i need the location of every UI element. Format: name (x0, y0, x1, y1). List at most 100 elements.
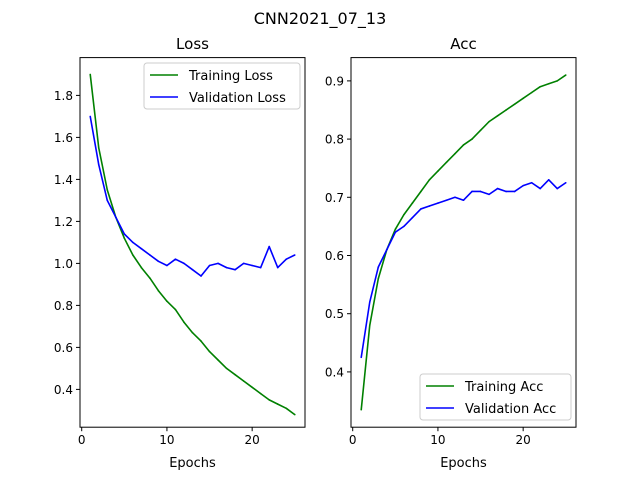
acc-line-training-point (411, 202, 414, 204)
acc-line-training-point (437, 170, 439, 172)
acc-line-validation-point (479, 190, 482, 193)
acc-line-training-point (479, 129, 482, 132)
loss-line-training-point (123, 237, 126, 239)
acc-line-training-point (564, 74, 567, 76)
acc-line-validation-point (496, 187, 499, 190)
loss-line-training-point (89, 73, 92, 76)
acc-plot-legend: Training Acc Validation Acc (419, 373, 572, 421)
acc-legend-label-validation: Validation Acc (465, 402, 556, 417)
loss-line-training-point (191, 331, 194, 334)
loss-ytick-label: 1.4 (54, 173, 73, 187)
loss-line-training-point (276, 403, 279, 405)
acc-line-training-point (547, 82, 550, 85)
acc-line-training-point (403, 213, 405, 216)
loss-line-training-point (225, 367, 228, 370)
acc-line-validation-point (539, 187, 542, 190)
acc-plot-xlabel: Epochs (440, 456, 487, 471)
loss-line-validation-point (114, 216, 117, 218)
acc-line-validation-point (454, 196, 456, 199)
loss-ytick-label: 1.6 (54, 131, 73, 145)
loss-line-validation-point (183, 262, 185, 265)
acc-line-training-point (522, 97, 524, 100)
loss-plot-marks (89, 73, 296, 416)
acc-ytick-label: 0.4 (325, 365, 344, 379)
loss-ytick-label: 0.6 (54, 341, 73, 355)
acc-line-validation-point (530, 181, 533, 184)
loss-line-validation-point (251, 264, 253, 267)
loss-line-training-point (183, 321, 185, 324)
loss-line-training-point (234, 373, 236, 376)
acc-line-validation-point (488, 193, 490, 196)
loss-line-training-point (208, 350, 211, 353)
loss-line-training-point (200, 340, 202, 342)
loss-line-training-point (157, 289, 160, 292)
acc-plot-ticks: 0 10 20 0.4 0.5 0.6 0.7 0.8 0.9 (325, 74, 531, 447)
loss-line-validation-point (293, 254, 296, 256)
loss-line-validation-point (268, 245, 271, 248)
loss-ytick-label: 1.8 (54, 89, 73, 103)
loss-xtick-label: 0 (78, 433, 86, 447)
acc-line-validation-point (428, 205, 431, 207)
loss-line-validation-point (149, 254, 151, 256)
loss-line-validation-point (140, 247, 143, 250)
loss-ytick-label: 0.8 (54, 299, 73, 313)
acc-line-training-point (530, 91, 533, 94)
acc-line-validation-point (513, 190, 516, 193)
acc-plot: Acc 0 10 20 0.4 0.5 0.6 0.7 0.8 0.9 Epochs Train… (325, 35, 577, 471)
loss-xtick-label: 20 (245, 433, 260, 447)
acc-line-training-point (488, 120, 490, 123)
loss-line-validation-point (132, 241, 134, 244)
loss-ytick-label: 1.0 (54, 257, 73, 271)
acc-plot-marks (360, 74, 567, 411)
loss-line-validation-point (225, 266, 228, 269)
acc-line-validation-point (368, 301, 371, 303)
loss-xtick-label: 10 (159, 433, 174, 447)
loss-line-validation-point (276, 266, 279, 269)
loss-line-validation-point (123, 233, 126, 235)
loss-line-training-point (217, 359, 219, 361)
acc-line-validation-point (403, 225, 405, 228)
loss-line-training-point (174, 308, 177, 311)
acc-xtick-label: 20 (516, 433, 531, 447)
loss-line-training-point (132, 254, 134, 256)
loss-line-training-point (140, 266, 143, 269)
acc-ytick-label: 0.5 (325, 307, 344, 321)
loss-plot-frame (79, 57, 306, 428)
acc-line-training-point (394, 228, 397, 231)
acc-line-training-point (471, 138, 473, 140)
loss-plot-legend-box (143, 62, 301, 110)
loss-line-validation-point (191, 268, 194, 271)
loss-line-validation-point (89, 115, 92, 118)
acc-legend-label-training: Training Acc (464, 380, 543, 395)
acc-xtick-label: 0 (349, 433, 357, 447)
loss-line-training-point (242, 380, 245, 382)
acc-ytick-label: 0.7 (325, 191, 344, 205)
loss-line-validation-point (106, 199, 109, 202)
loss-legend-label-training: Training Loss (188, 69, 273, 84)
acc-line-training-point (513, 103, 516, 105)
loss-line-validation-point (259, 266, 262, 269)
acc-line-validation-point (556, 187, 559, 190)
loss-line-training-point (293, 413, 296, 416)
loss-line-training-point (268, 399, 271, 401)
acc-ytick-label: 0.9 (325, 74, 344, 88)
loss-ytick-label: 1.2 (54, 215, 73, 229)
acc-line-validation-point (471, 190, 473, 193)
loss-line-validation-point (200, 275, 202, 277)
loss-line-training-point (285, 407, 288, 410)
acc-line-validation-point (547, 179, 550, 181)
loss-line-validation-point (217, 262, 219, 265)
loss-line-validation-point (166, 264, 168, 267)
acc-line-training-point (462, 144, 465, 146)
loss-line-validation-point (174, 258, 177, 261)
acc-line-validation-point (385, 248, 388, 251)
acc-xtick-label: 10 (430, 433, 445, 447)
acc-ytick-label: 0.8 (325, 133, 344, 147)
acc-plot-title: Acc (450, 35, 477, 53)
loss-line-validation-point (157, 260, 160, 263)
acc-line-validation-point (360, 356, 363, 359)
acc-line-validation-point (445, 199, 448, 202)
acc-line-training-point (377, 277, 380, 280)
acc-line-validation-point (462, 199, 465, 202)
